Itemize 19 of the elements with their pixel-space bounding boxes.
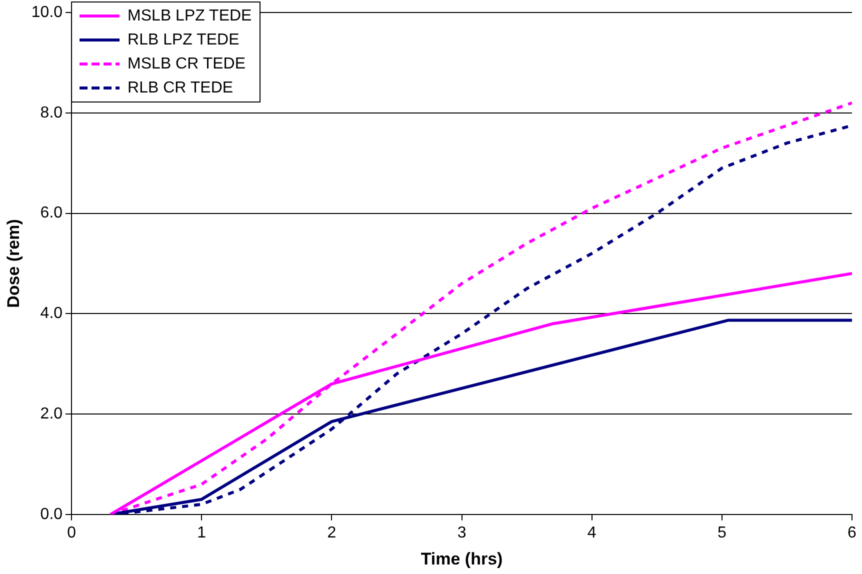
x-axis-title: Time (hrs) [420, 549, 503, 568]
legend-label: RLB CR TEDE [128, 79, 234, 96]
x-tick-label: 5 [717, 524, 726, 542]
y-tick-label: 4.0 [40, 305, 63, 322]
legend-label: MSLB CR TEDE [128, 55, 246, 72]
legend-label: RLB LPZ TEDE [128, 31, 240, 48]
x-tick-label: 1 [197, 524, 206, 542]
y-tick-label: 10.0 [31, 4, 63, 22]
y-axis-title: Dose (rem) [4, 219, 23, 308]
x-tick-label: 0 [67, 524, 76, 542]
y-tick-label: 8.0 [40, 104, 63, 122]
legend-label: MSLB LPZ TEDE [128, 7, 252, 24]
y-tick-label: 2.0 [40, 405, 63, 422]
x-tick-label: 6 [848, 524, 857, 542]
y-tick-label: 0.0 [40, 506, 63, 523]
x-tick-label: 3 [457, 524, 466, 542]
y-tick-label: 6.0 [40, 204, 63, 222]
x-tick-label: 4 [587, 524, 596, 542]
x-tick-label: 2 [327, 524, 336, 542]
